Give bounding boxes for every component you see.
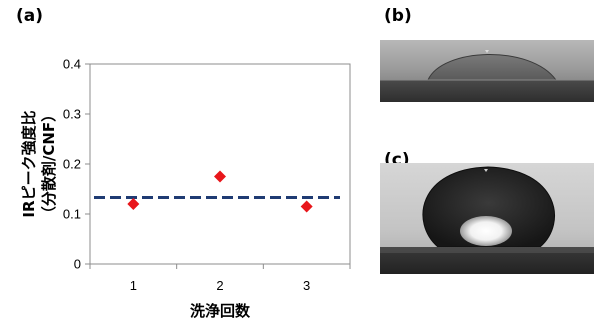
panel-label-b: (b) xyxy=(384,6,412,26)
photo-c-droplet-highlight xyxy=(484,169,488,172)
photo-c-droplet-glow xyxy=(460,216,512,246)
photo-b-droplet xyxy=(427,54,557,81)
plot-frame xyxy=(89,63,351,265)
scatter-chart: 0 0.1 0.2 0.3 0.4 1 2 3 洗浄回数 IRピーク強度比 （分散剤/CNF… xyxy=(20,57,351,320)
y-axis-title-line1: IRピーク強度比 xyxy=(20,110,38,217)
data-point-3 xyxy=(300,200,313,213)
y-tick-label: 0.4 xyxy=(63,57,81,72)
y-axis-title-line2: （分散剤/CNF） xyxy=(40,107,58,221)
y-tick-label: 0 xyxy=(74,257,81,272)
photo-droplet-low-angle xyxy=(380,40,594,102)
photo-droplet-high-angle xyxy=(380,163,594,274)
photo-c-substrate-reflection xyxy=(380,247,594,253)
panel-label-a: (a) xyxy=(16,6,44,26)
y-tick-label: 0.3 xyxy=(63,107,81,122)
x-tick-label: 1 xyxy=(130,278,137,293)
x-axis-title: 洗浄回数 xyxy=(190,302,251,320)
photo-b-droplet-highlight xyxy=(485,50,489,53)
y-tick-label: 0.1 xyxy=(63,207,81,222)
data-markers xyxy=(127,170,313,213)
data-point-2 xyxy=(214,170,226,183)
x-axis-ticks: 1 2 3 xyxy=(89,264,351,293)
photo-b-substrate xyxy=(380,80,594,102)
y-axis-ticks: 0 0.1 0.2 0.3 0.4 xyxy=(63,57,90,272)
x-tick-label: 2 xyxy=(216,278,223,293)
photo-c-droplet xyxy=(422,166,555,248)
y-tick-label: 0.2 xyxy=(63,157,81,172)
data-point-1 xyxy=(127,198,140,210)
x-tick-label: 3 xyxy=(303,278,310,293)
